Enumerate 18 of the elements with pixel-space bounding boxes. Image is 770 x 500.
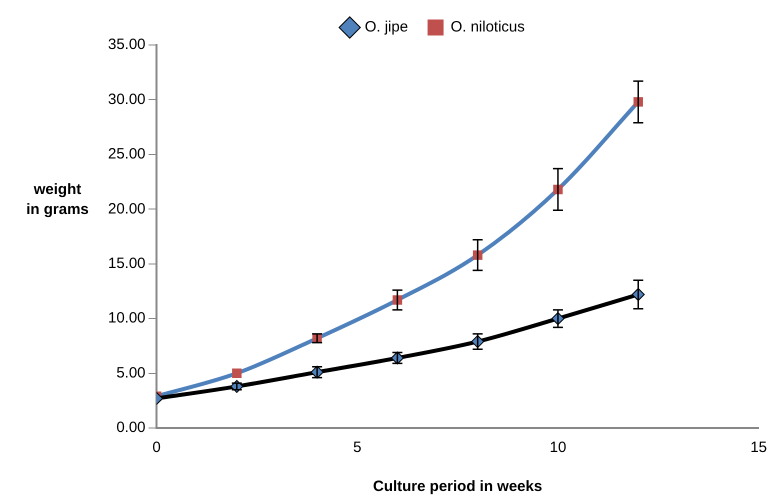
- point: [230, 380, 244, 393]
- legend-label: O. niloticus: [450, 18, 525, 36]
- y-axis-title: weight in grams: [25, 180, 90, 220]
- y-tick-label: 0.00: [116, 419, 146, 436]
- x-tick-label: 10: [550, 439, 566, 456]
- y-tick-label: 5.00: [116, 364, 146, 382]
- x-tick-label: 0: [152, 439, 161, 456]
- x-axis-title: Culture period in weeks: [372, 478, 542, 496]
- y-tick-label: 30.00: [108, 90, 146, 108]
- y-tick-label: 25.00: [108, 146, 146, 163]
- y-tick-label: 35.00: [108, 36, 146, 54]
- x-tick-label: 15: [750, 439, 767, 456]
- legend-label: O. jipe: [364, 18, 408, 36]
- point: [232, 368, 242, 378]
- y-tick-label: 10.00: [108, 310, 146, 327]
- x-tick-label: 5: [353, 439, 362, 456]
- y-tick-label: 15.00: [108, 255, 146, 272]
- y-tick-label: 20.00: [108, 200, 146, 218]
